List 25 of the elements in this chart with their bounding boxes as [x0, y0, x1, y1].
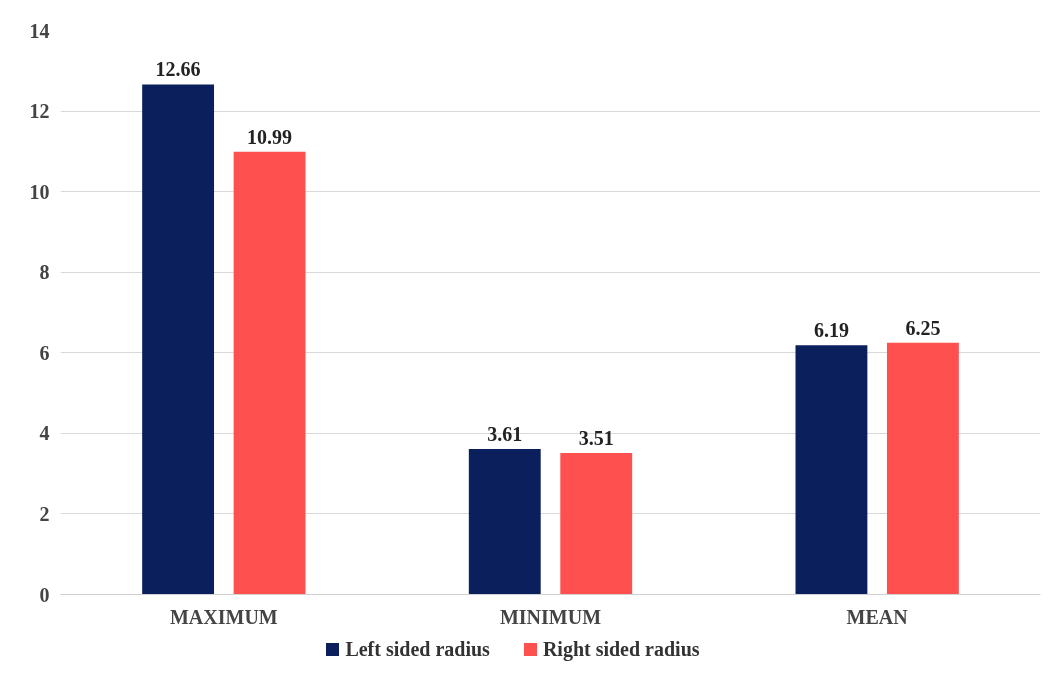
data-label: 6.25 [905, 316, 941, 339]
data-label: 3.61 [487, 423, 523, 446]
bar [560, 453, 633, 595]
y-tick-label: 2 [39, 502, 50, 525]
y-tick-label: 6 [39, 341, 50, 364]
y-tick-label: 10 [29, 180, 50, 203]
data-label: 6.19 [813, 319, 849, 342]
bar [142, 84, 215, 595]
legend-label: Right sided radius [542, 638, 700, 660]
legend-label: Left sided radius [345, 638, 490, 660]
data-label: 12.66 [155, 58, 201, 81]
x-tick-label: MEAN [846, 605, 909, 628]
y-tick-label: 4 [39, 422, 50, 445]
bar [795, 345, 868, 595]
bar [233, 151, 306, 595]
x-tick-label: MINIMUM [499, 605, 602, 628]
y-tick-label: 12 [29, 100, 50, 123]
x-tick-label: MAXIMUM [169, 605, 278, 628]
y-tick-label: 0 [39, 583, 50, 606]
data-label: 3.51 [578, 427, 614, 450]
bar [468, 449, 541, 595]
data-label: 10.99 [247, 125, 293, 148]
y-tick-label: 14 [29, 19, 50, 42]
y-tick-label: 8 [39, 261, 50, 284]
bar [886, 342, 959, 595]
